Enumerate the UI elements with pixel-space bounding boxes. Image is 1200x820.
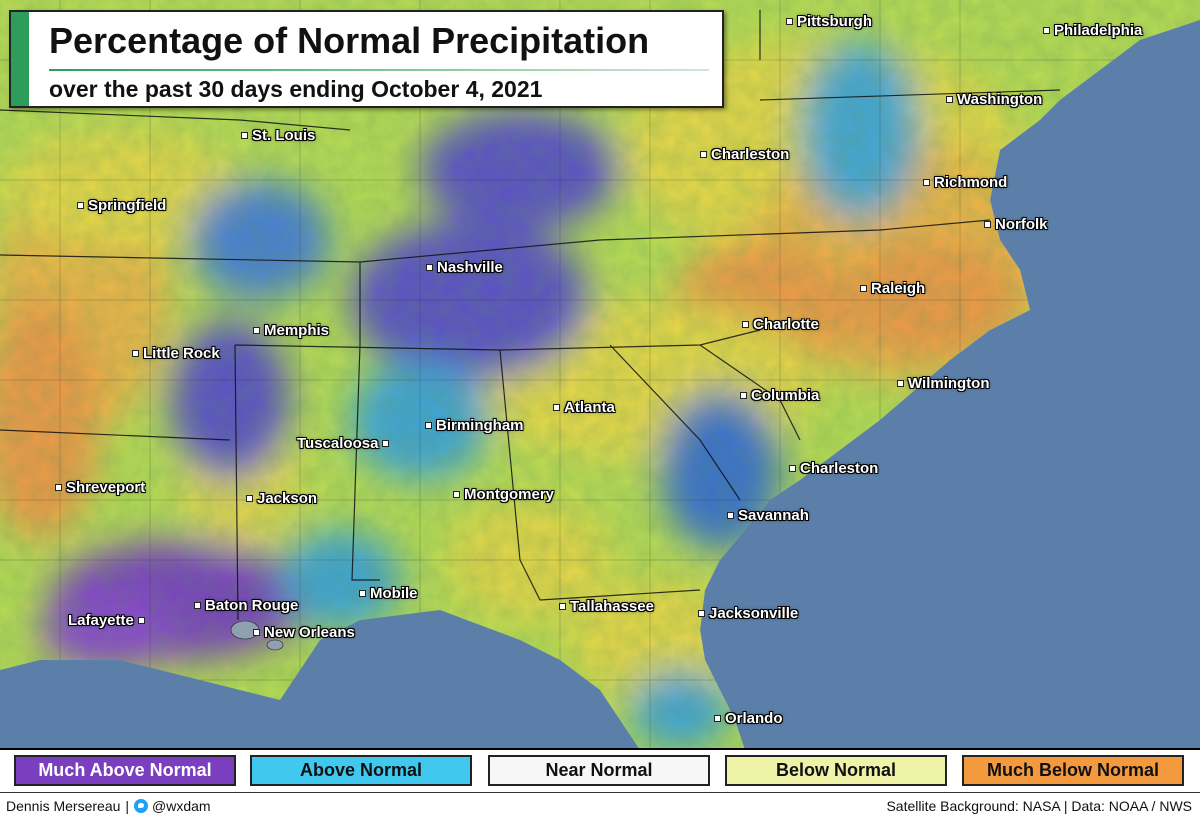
city-marker (382, 440, 390, 447)
title-accent-bar (11, 12, 29, 106)
city-atlanta: Atlanta (553, 399, 615, 416)
city-savannah: Savannah (727, 507, 809, 524)
city-marker (727, 512, 734, 519)
city-wilmington: Wilmington (897, 375, 990, 392)
city-jackson: Jackson (246, 490, 317, 507)
city-tallahassee: Tallahassee (559, 598, 654, 615)
city-columbia: Columbia (740, 387, 819, 404)
legend-much-above-normal: Much Above Normal (14, 755, 236, 786)
city-norfolk: Norfolk (984, 216, 1048, 233)
city-marker (698, 610, 705, 617)
footer-attribution: Dennis Mersereau | @wxdam (6, 798, 211, 814)
city-marker (923, 179, 930, 186)
city-jacksonville: Jacksonville (698, 605, 798, 622)
city-marker (77, 202, 84, 209)
footer: Dennis Mersereau | @wxdam Satellite Back… (0, 792, 1200, 820)
city-marker (984, 221, 991, 228)
city-marker (453, 491, 460, 498)
city-shreveport: Shreveport (55, 479, 145, 496)
city-marker (137, 617, 145, 624)
city-marker (897, 380, 904, 387)
title-divider (49, 69, 709, 71)
city-charleston-sc: Charleston (789, 460, 878, 477)
city-marker (426, 264, 433, 271)
city-marker (742, 321, 749, 328)
city-philadelphia: Philadelphia (1043, 22, 1142, 39)
city-new-orleans: New Orleans (253, 624, 355, 641)
city-washington: Washington (946, 91, 1042, 108)
city-st-louis: St. Louis (241, 127, 315, 144)
city-marker (425, 422, 432, 429)
city-birmingham: Birmingham (425, 417, 524, 434)
city-charlotte: Charlotte (742, 316, 819, 333)
title-box: Percentage of Normal Precipitation over … (9, 10, 724, 108)
city-marker (786, 18, 793, 25)
legend-above-normal: Above Normal (250, 755, 472, 786)
city-marker (1043, 27, 1050, 34)
city-tuscaloosa: Tuscaloosa (297, 435, 390, 452)
city-nashville: Nashville (426, 259, 503, 276)
map-canvas (0, 0, 1200, 748)
twitter-handle[interactable]: @wxdam (152, 798, 211, 814)
city-marker (559, 603, 566, 610)
city-marker (55, 484, 62, 491)
map-title: Percentage of Normal Precipitation (49, 20, 650, 61)
city-marker (789, 465, 796, 472)
city-marker (253, 327, 260, 334)
city-marker (132, 350, 139, 357)
city-raleigh: Raleigh (860, 280, 925, 297)
city-marker (359, 590, 366, 597)
city-marker (241, 132, 248, 139)
legend-much-below-normal: Much Below Normal (962, 755, 1184, 786)
city-memphis: Memphis (253, 322, 329, 339)
city-montgomery: Montgomery (453, 486, 554, 503)
city-marker (946, 96, 953, 103)
city-baton-rouge: Baton Rouge (194, 597, 298, 614)
city-marker (740, 392, 747, 399)
city-marker (700, 151, 707, 158)
precipitation-map: Percentage of Normal Precipitation over … (0, 0, 1200, 750)
footer-separator: | (125, 798, 130, 814)
city-marker (860, 285, 867, 292)
city-springfield: Springfield (77, 197, 166, 214)
city-marker (553, 404, 560, 411)
city-richmond: Richmond (923, 174, 1007, 191)
legend-below-normal: Below Normal (725, 755, 947, 786)
twitter-icon (134, 799, 149, 813)
city-orlando: Orlando (714, 710, 783, 727)
city-marker (194, 602, 201, 609)
city-mobile: Mobile (359, 585, 418, 602)
author-name: Dennis Mersereau (6, 798, 121, 814)
legend: Much Above Normal Above Normal Near Norm… (0, 750, 1200, 792)
city-charleston-wv: Charleston (700, 146, 789, 163)
city-marker (253, 629, 260, 636)
map-subtitle: over the past 30 days ending October 4, … (49, 76, 543, 102)
legend-near-normal: Near Normal (488, 755, 710, 786)
city-pittsburgh: Pittsburgh (786, 13, 872, 30)
city-little-rock: Little Rock (132, 345, 220, 362)
footer-credits: Satellite Background: NASA | Data: NOAA … (886, 798, 1192, 814)
city-marker (246, 495, 253, 502)
city-marker (714, 715, 721, 722)
city-lafayette: Lafayette (68, 612, 145, 629)
